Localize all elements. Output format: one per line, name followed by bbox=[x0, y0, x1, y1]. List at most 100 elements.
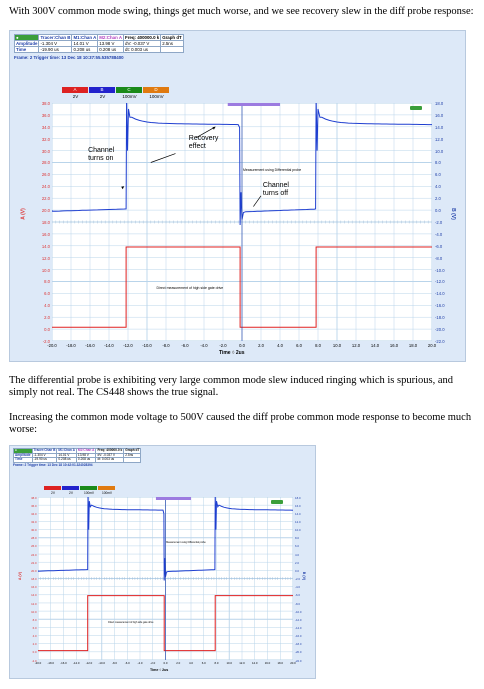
channel-scales: 2V 2V 100mV 100mV bbox=[62, 94, 170, 99]
y-left-tick-label: 6.0 bbox=[44, 291, 50, 297]
y-right-tick-label: 8.0 bbox=[435, 160, 441, 166]
annotation-channel-turns-off: Channel turns off bbox=[262, 181, 289, 197]
y-left-tick-label: 16.0 bbox=[31, 585, 37, 590]
scope-plot-area[interactable]: Recovery effect Channel turns on Channel t… bbox=[52, 103, 432, 341]
x-tick-label: 4.0 bbox=[189, 661, 193, 666]
channel-c-chip[interactable] bbox=[80, 486, 97, 490]
y-right-tick-label: 14.0 bbox=[435, 124, 444, 130]
y-left-tick-label: 18.0 bbox=[31, 577, 37, 582]
x-tick-label: 16.0 bbox=[389, 343, 399, 348]
y-left-tick-label: 32.0 bbox=[41, 136, 50, 142]
y-left-axis-label: A (V) bbox=[18, 571, 23, 581]
x-axis-label: Time ◊ 2us bbox=[219, 350, 245, 356]
ruler-bar bbox=[155, 497, 191, 500]
y-left-tick-label: 20.0 bbox=[31, 568, 37, 573]
y-right-tick-label: -14.0 bbox=[435, 291, 445, 297]
x-tick-label: -16.0 bbox=[60, 661, 67, 666]
x-tick-label: 12.0 bbox=[351, 343, 361, 348]
x-tick-label: -8.0 bbox=[162, 343, 170, 348]
y-right-tick-label: 10.0 bbox=[295, 528, 301, 533]
x-tick-label: 4.0 bbox=[277, 343, 283, 348]
x-tick-label: 6.0 bbox=[201, 661, 206, 666]
x-tick-label: 10.0 bbox=[226, 661, 232, 666]
y-left-tick-label: 36.0 bbox=[41, 112, 50, 118]
channel-c-chip[interactable]: C bbox=[116, 87, 142, 93]
y-left-tick-label: 30.0 bbox=[41, 148, 50, 154]
x-tick-label: -6.0 bbox=[181, 343, 189, 348]
x-tick-label: -18.0 bbox=[66, 343, 76, 348]
y-left-tick-label: 12.0 bbox=[41, 255, 50, 261]
channel-a-chip[interactable] bbox=[44, 486, 61, 490]
arrow-channel-off bbox=[253, 195, 262, 207]
channel-chips: A B C D bbox=[62, 87, 169, 93]
y-right-tick-label: 0.0 bbox=[435, 208, 441, 213]
y-right-tick-label: 16.0 bbox=[435, 112, 444, 118]
annotation-direct-gate-drive: Direct measurement of high side gate dri… bbox=[108, 621, 154, 625]
measurement-table: ● Tracer:Chan B M1:Chan A M2:Chan A Freq… bbox=[13, 34, 184, 60]
x-tick-label: 14.0 bbox=[251, 661, 258, 666]
y-left-axis-label: A (V) bbox=[20, 208, 27, 220]
y-left-tick-label: 28.0 bbox=[31, 536, 37, 541]
x-tick-label: -16.0 bbox=[85, 343, 95, 348]
x-tick-label: 10.0 bbox=[332, 343, 342, 348]
x-tick-label: 12.0 bbox=[239, 661, 245, 666]
y-left-tick-label: 12.0 bbox=[31, 601, 37, 606]
y-left-tick-label: 36.0 bbox=[31, 503, 37, 508]
x-axis-label: Time ◊ 2us bbox=[150, 668, 169, 672]
y-left-tick-label: 2.0 bbox=[32, 642, 37, 647]
y-right-axis-label: B (V) bbox=[302, 571, 307, 581]
channel-d-chip[interactable]: D bbox=[143, 87, 169, 93]
channel-b-chip[interactable]: B bbox=[89, 87, 115, 93]
y-right-tick-label: -12.0 bbox=[295, 617, 302, 622]
table-header: Graph dT bbox=[160, 34, 184, 41]
y-right-tick-label: 12.0 bbox=[435, 136, 444, 142]
y-right-axis-label: B (V) bbox=[449, 208, 456, 220]
y-right-tick-label: 6.0 bbox=[435, 172, 441, 178]
x-tick-label: -6.0 bbox=[124, 661, 130, 666]
y-left-tick-label: 14.0 bbox=[41, 243, 50, 249]
x-tick-label: -12.0 bbox=[123, 343, 133, 348]
y-left-tick-label: 20.0 bbox=[41, 208, 50, 213]
annotation-channel-turns-on: Channel turns on bbox=[88, 147, 115, 163]
channel-scale: 2V bbox=[51, 491, 55, 495]
channel-scale: 100mV bbox=[83, 491, 95, 495]
y-left-tick-label: 34.0 bbox=[31, 511, 37, 516]
channel-scale: 100mV bbox=[122, 94, 137, 99]
x-tick-label: 2.0 bbox=[176, 661, 181, 666]
arrow-recovery bbox=[196, 126, 216, 138]
y-left-tick-label: -2.0 bbox=[42, 338, 50, 344]
table-cell: 0.208 us bbox=[56, 457, 77, 463]
y-left-tick-label: 34.0 bbox=[41, 124, 50, 130]
x-tick-label: -10.0 bbox=[142, 343, 152, 348]
table-cell: -19.90 us bbox=[31, 457, 58, 463]
y-left-tick-label: 22.0 bbox=[31, 560, 37, 565]
x-tick-label: -2.0 bbox=[150, 661, 156, 666]
channel-b-chip[interactable] bbox=[62, 486, 79, 490]
table-cell bbox=[123, 457, 142, 463]
y-right-tick-label: -18.0 bbox=[295, 642, 302, 647]
channel-a-chip[interactable]: A bbox=[62, 87, 88, 93]
x-tick-label: 0.0 bbox=[163, 661, 168, 666]
y-left-tick-label: 8.0 bbox=[44, 279, 50, 285]
y-left-tick-label: 32.0 bbox=[31, 520, 37, 525]
table-cell: Time bbox=[13, 457, 33, 463]
channel-d-chip[interactable] bbox=[98, 486, 115, 490]
y-left-tick-label: 18.0 bbox=[41, 219, 50, 225]
table-cell: 0.208 us bbox=[75, 457, 97, 463]
x-tick-label: -4.0 bbox=[137, 661, 143, 666]
ruler-bar bbox=[227, 103, 280, 106]
x-tick-label: 16.0 bbox=[264, 661, 271, 666]
annotation-recovery-effect: Recovery effect bbox=[188, 135, 219, 151]
scope-screenshot-500v: ● Tracer:Chan B M1:Chan A M2:Chan A Freq… bbox=[9, 445, 316, 679]
y-right-tick-label: -16.0 bbox=[295, 634, 302, 639]
x-tick-label: -10.0 bbox=[98, 661, 105, 666]
table-cell: 0.208 us bbox=[71, 46, 99, 53]
x-tick-label: 18.0 bbox=[277, 661, 283, 666]
x-tick-label: -4.0 bbox=[200, 343, 208, 348]
channel-scale: 100mV bbox=[149, 94, 164, 99]
scope-plot-area[interactable]: Measurement using Differential probe Dire… bbox=[38, 497, 293, 660]
y-left-tick-label: 8.0 bbox=[32, 617, 37, 622]
y-right-tick-label: -6.0 bbox=[435, 243, 443, 249]
y-right-tick-label: -4.0 bbox=[435, 231, 443, 237]
table-header: Tracer:Chan B bbox=[38, 34, 73, 41]
